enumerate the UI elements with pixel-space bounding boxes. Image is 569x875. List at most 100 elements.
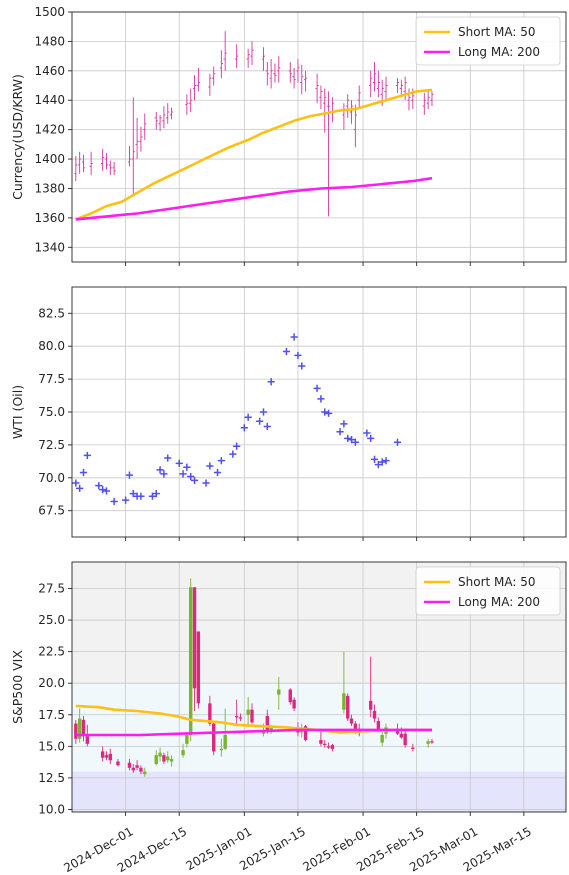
oil-point-2025-01-21: [317, 395, 325, 403]
oil-point-2025-01-30: [351, 438, 359, 446]
vix-candle-2024-11-25: [100, 751, 105, 758]
legend: Short MA: 50 Long MA: 200: [415, 566, 561, 616]
vix-candle-2024-12-09: [154, 755, 158, 765]
vix-candle-2024-12-20: [196, 631, 201, 704]
oil-point-2024-12-11: [160, 470, 168, 478]
vix-candle-2024-12-24: [211, 723, 216, 752]
y-tick-label: 17.5: [38, 708, 65, 722]
vix-candle-2025-02-14: [411, 747, 415, 749]
background-band-1: [72, 771, 566, 812]
vix-candle-2025-02-12: [403, 733, 407, 746]
y-tick-label: 80.0: [38, 339, 65, 353]
vix-candle-2024-11-29: [116, 761, 120, 766]
oil-point-2024-12-05: [137, 492, 145, 500]
vix-candle-2025-02-03: [368, 700, 373, 710]
vix-candle-2025-01-22: [323, 743, 327, 746]
oil-point-2025-02-07: [382, 457, 390, 465]
legend: Short MA: 50 Long MA: 200: [415, 16, 561, 66]
vix-candle-2025-02-19: [430, 741, 434, 743]
vix-candle-2024-12-05: [139, 767, 143, 772]
vix-candle-2024-12-16: [181, 750, 185, 756]
y-tick-label: 25.0: [38, 613, 65, 627]
y-tick-label: 1500: [34, 5, 65, 19]
oil-point-2024-12-30: [233, 442, 241, 450]
y-axis-label: Currency(USD/KRW): [10, 74, 25, 200]
vix-candle-2024-12-27: [223, 734, 227, 749]
y-tick-label: 1460: [34, 64, 65, 78]
oil-point-2025-01-05: [256, 417, 264, 425]
oil-point-2024-11-25: [99, 486, 107, 494]
y-tick-label: 1480: [34, 34, 65, 48]
y-tick-label: 1400: [34, 152, 65, 166]
oil-point-2025-01-28: [344, 434, 352, 442]
vix-candle-2025-01-27: [342, 693, 346, 710]
y-tick-label: 27.5: [38, 582, 65, 596]
vix-candle-2024-12-18: [189, 587, 193, 735]
plot-frame: [71, 286, 567, 538]
oil-point-2024-12-16: [179, 470, 187, 478]
background-band-2: [72, 683, 566, 772]
oil-point-2024-11-19: [76, 484, 84, 492]
oil-point-2025-02-06: [378, 458, 386, 466]
vix-candle-2024-12-12: [166, 756, 170, 761]
oil-point-2025-02-05: [374, 461, 382, 469]
oil-point-2025-01-22: [321, 408, 329, 416]
oil-point-2025-01-07: [263, 422, 271, 431]
y-tick-label: 1380: [34, 181, 65, 195]
y-tick-label: 22.5: [38, 645, 65, 659]
vix-candle-2025-01-10: [277, 689, 281, 695]
oil-point-2024-11-20: [79, 468, 88, 477]
vix-candle-2025-02-11: [399, 733, 404, 738]
oil-point-2025-01-20: [313, 384, 321, 392]
oil-point-2025-02-02: [363, 429, 371, 437]
long-ma-line: [75, 176, 433, 221]
oil-point-2024-12-02: [125, 471, 134, 479]
x-axis-date-labels: 2024-Dec-012024-Dec-152025-Jan-012025-Ja…: [61, 824, 534, 875]
vix-candle-2025-01-24: [330, 745, 335, 749]
legend-entry-2: Long MA: 200: [458, 45, 540, 59]
vix-candle-2025-01-07: [265, 716, 270, 730]
vix-candle-2024-12-31: [238, 717, 243, 719]
plot-frame: [71, 561, 567, 813]
legend-entry-1: Short MA: 50: [458, 25, 536, 39]
y-tick-label: 82.5: [38, 306, 65, 320]
oil-point-2024-12-26: [217, 457, 225, 465]
oil-point-2024-12-19: [190, 476, 199, 485]
vix-panel: 10.0 12.5 15.0 17.5 20.0 22.5 25.0 27.5 S&P500 V…: [10, 561, 567, 816]
vix-candle-2024-12-30: [234, 716, 239, 718]
legend-entry-2: Long MA: 200: [458, 595, 540, 609]
y-tick-label: 15.0: [38, 739, 65, 753]
vix-candle-2025-01-08: [269, 727, 273, 730]
oil-point-2025-01-06: [259, 408, 268, 416]
oil-point-2024-12-22: [202, 479, 210, 487]
vix-candle-2025-01-30: [353, 723, 358, 729]
oil-point-2024-11-28: [110, 497, 118, 506]
vix-candle-2025-01-28: [346, 695, 350, 719]
y-tick-label: 1360: [34, 211, 65, 225]
vix-candle-2024-11-20: [81, 719, 86, 737]
y-tick-label: 1420: [34, 123, 65, 137]
oil-point-2024-11-26: [102, 487, 111, 495]
y-tick-label: 72.5: [38, 438, 65, 452]
oil-point-2025-02-03: [367, 434, 375, 442]
vix-candle-2024-11-21: [85, 736, 90, 744]
long-ma-line: [75, 728, 432, 737]
y-axis-label: WTI (Oil): [10, 385, 25, 439]
oil-point-2025-01-29: [347, 436, 356, 444]
usd-krw-panel: 1340 1360 1380 1400 1420 1440 1460 1480 1500 Curr…: [10, 5, 567, 266]
oil-point-2024-12-25: [213, 468, 222, 477]
oil-point-2025-01-08: [267, 378, 275, 386]
y-tick-label: 20.0: [38, 676, 65, 690]
oil-point-2025-02-10: [393, 438, 402, 446]
plot-frame: [71, 11, 567, 263]
vix-candle-2025-01-21: [319, 740, 323, 744]
vix-candle-2024-12-10: [158, 752, 162, 757]
vix-candle-2024-11-27: [108, 753, 112, 761]
oil-point-2025-01-23: [324, 409, 333, 417]
oil-point-2025-01-12: [282, 347, 291, 356]
vix-candle-2024-12-11: [162, 755, 166, 762]
vix-candle-2025-02-18: [426, 741, 430, 744]
vix-candle-2025-01-14: [292, 699, 296, 709]
y-tick-label: 10.0: [38, 802, 65, 816]
